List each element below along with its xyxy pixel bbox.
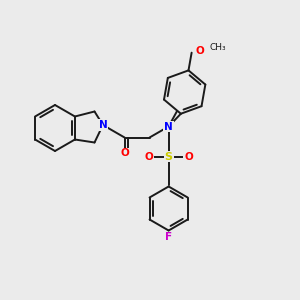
Text: O: O: [195, 46, 204, 56]
Text: O: O: [144, 152, 153, 161]
Text: N: N: [98, 120, 107, 130]
Text: S: S: [165, 152, 172, 161]
Text: O: O: [120, 148, 129, 158]
Text: F: F: [165, 232, 172, 242]
Text: N: N: [164, 122, 173, 131]
Text: O: O: [184, 152, 193, 161]
Text: CH₃: CH₃: [210, 43, 226, 52]
